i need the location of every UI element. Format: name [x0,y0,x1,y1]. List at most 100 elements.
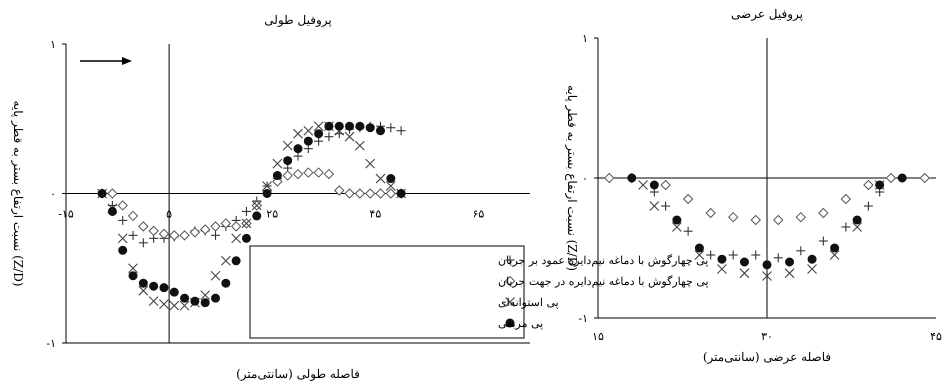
data-point [386,174,396,184]
series-cross [638,180,885,281]
series-circle [627,173,907,270]
data-point [841,222,851,232]
y-tick-label: ۰ [50,188,56,201]
data-point [727,211,739,223]
data-point [852,222,863,232]
data-point [148,296,159,307]
data-point [840,193,852,205]
data-point [117,200,128,211]
data-point [169,300,180,311]
data-point [282,140,293,151]
data-point [303,167,314,178]
data-point [739,268,750,279]
data-point [169,287,179,297]
data-point [138,278,148,288]
data-point [875,180,885,190]
data-point [386,123,396,133]
data-point [365,158,376,169]
data-point [682,193,694,205]
data-point [762,271,772,281]
x-tick-label: ۶۵ [473,208,485,221]
data-point [705,207,716,219]
data-point [159,299,169,310]
data-point [324,121,334,131]
y-tick-label: ۱ [582,32,588,45]
data-point [230,221,242,232]
data-point [138,238,148,248]
data-point [128,230,138,240]
data-point [199,224,211,235]
x-axis-label: فاصله طولی (سانتی‌متر) [236,367,360,381]
data-point [919,172,930,184]
data-point [604,172,615,184]
data-point [728,250,738,260]
flow-direction-arrow [80,57,132,65]
x-tick-label: -۱۵ [58,208,74,221]
data-point [293,144,303,154]
data-point [385,188,397,199]
x-tick-label: ۳۰ [761,330,773,343]
y-tick-label: -۱ [578,312,588,325]
data-point [355,121,365,131]
data-point [128,271,138,281]
data-point [795,211,807,223]
x-tick-label: ۱۵ [592,330,604,343]
data-point [127,210,139,222]
data-point [313,121,324,132]
data-point [354,140,365,151]
legend-marker [505,297,515,307]
data-point [179,300,190,311]
data-point [345,121,355,131]
data-point [97,189,107,198]
data-point [272,171,282,181]
data-point [283,156,293,166]
data-point [117,233,128,244]
y-tick-label: ۰ [582,172,588,185]
data-point [128,263,138,274]
data-point [796,246,806,256]
data-point [148,225,159,237]
data-point [231,233,242,244]
y-axis-label: نسبت ارتفاع بستر به قطر پایه (Z/D) [11,100,25,286]
data-point [107,206,117,216]
data-point [158,228,170,240]
data-point [262,181,272,191]
data-point [220,218,232,229]
data-point [885,172,897,184]
legend-entry-label: پی مربعی [498,317,543,330]
x-tick-label: ۲۵ [266,208,278,221]
data-point [138,285,149,296]
y-tick-label: -۱ [46,337,56,350]
legend-marker [504,275,516,287]
data-point [762,260,772,270]
data-point [118,245,128,255]
data-point [638,180,648,190]
data-point [179,230,190,241]
data-point [149,281,159,291]
legend-entry-label: پی چهارگوش با دماغه نیم‌دایره در جهت جری… [498,275,709,288]
data-point [807,254,817,264]
data-point [671,222,682,232]
data-point [334,121,344,131]
data-point [354,188,366,199]
legend-marker [505,318,515,328]
data-point [375,173,386,184]
data-point [649,201,660,211]
data-point [107,188,118,199]
data-point [189,227,201,238]
transverse-chart: پروفیل عرضی -۱ ۰ ۱ ۱۵ ۳۰ ۴۵ فاصله عرضی (سانتی‌م… [565,7,942,364]
data-point [262,189,272,198]
data-point [375,126,385,136]
data-point [293,128,303,139]
data-point [385,181,396,191]
data-point [200,290,211,301]
data-point [829,250,840,260]
data-point [292,168,304,180]
data-point [344,188,355,199]
series-diamond [96,167,407,241]
series-circle [97,121,406,308]
data-point [773,214,784,226]
data-point [313,167,324,178]
data-point [807,264,817,274]
data-point [251,200,262,211]
